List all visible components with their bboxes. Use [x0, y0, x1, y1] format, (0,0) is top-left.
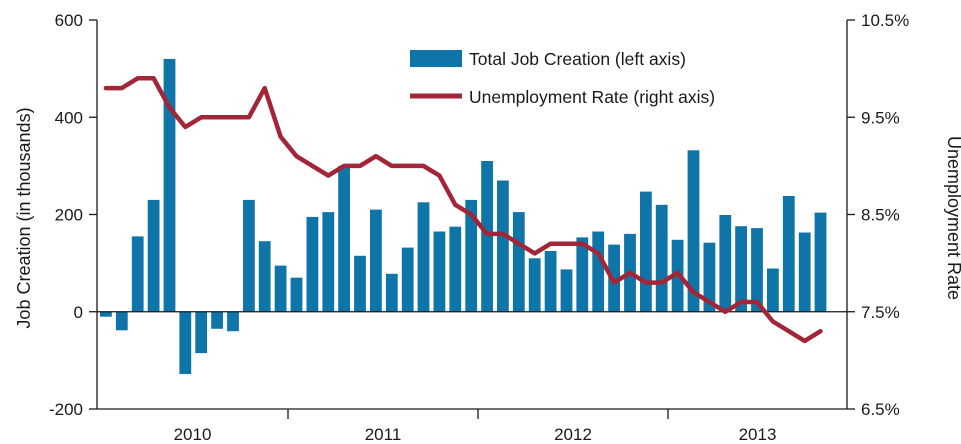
legend: Total Job Creation (left axis) Unemploym… — [410, 49, 715, 107]
right-tick-label: 6.5% — [861, 400, 900, 419]
year-label: 2010 — [174, 425, 212, 444]
job-creation-bar — [115, 311, 128, 331]
left-tick-label: 600 — [55, 11, 83, 30]
job-creation-bar — [258, 241, 271, 312]
job-creation-bar — [354, 255, 366, 312]
legend-line-label: Unemployment Rate (right axis) — [469, 87, 715, 107]
job-creation-bar — [163, 58, 176, 312]
job-creation-bar — [274, 265, 287, 312]
job-creation-bar — [751, 228, 763, 312]
job-creation-bar — [449, 226, 462, 312]
job-creation-bar — [767, 268, 779, 312]
job-creation-bar — [782, 196, 795, 312]
bars-layer — [100, 58, 827, 374]
job-creation-bar — [385, 273, 398, 312]
left-axis-title: Job Creation (in thousands) — [14, 107, 34, 328]
job-creation-bar — [655, 204, 668, 312]
job-creation-bar — [798, 232, 811, 312]
left-tick-label: 400 — [55, 108, 83, 127]
job-creation-bar — [195, 311, 208, 354]
job-creation-bar — [497, 180, 509, 312]
right-axis-title: Unemployment Rate — [944, 136, 961, 300]
legend-bar-swatch — [410, 50, 462, 67]
left-tick-label: -200 — [49, 400, 83, 419]
line-layer — [103, 76, 823, 344]
year-label: 2011 — [365, 425, 402, 444]
right-tick-label: 9.5% — [861, 108, 900, 127]
job-creation-bar — [814, 212, 827, 312]
legend-bar-label: Total Job Creation (left axis) — [469, 49, 686, 69]
job-creation-bar — [401, 247, 414, 312]
unemployment-rate-line — [103, 76, 823, 344]
job-creation-bar — [687, 150, 700, 312]
right-tick-label: 7.5% — [861, 303, 900, 322]
right-tick-label: 8.5% — [861, 206, 900, 225]
job-creation-bar — [131, 236, 144, 312]
job-creation-bar — [179, 311, 192, 374]
job-creation-bar — [211, 311, 223, 329]
job-creation-bar — [433, 231, 446, 312]
right-tick-label: 10.5% — [861, 11, 909, 30]
job-creation-bar — [290, 277, 303, 312]
job-creation-bar — [322, 212, 335, 312]
ticks-layer: -200 0 200 400 600 6.5% 7.5% 8.5% 9.5% 10.5% 2010 2… — [49, 11, 909, 444]
job-creation-bar — [719, 215, 732, 312]
job-creation-bar — [338, 165, 350, 312]
job-creation-bar — [147, 199, 160, 312]
job-creation-bar — [417, 202, 430, 312]
job-creation-bar — [306, 216, 319, 312]
year-label: 2012 — [554, 425, 592, 444]
job-creation-bar — [465, 199, 478, 312]
job-creation-bar — [592, 231, 605, 312]
job-creation-bar — [703, 242, 716, 312]
left-tick-label: 0 — [74, 303, 83, 322]
job-creation-bar — [512, 212, 525, 312]
left-tick-label: 200 — [55, 206, 83, 225]
job-creation-bar — [560, 269, 573, 312]
job-creation-bar — [100, 311, 112, 317]
job-creation-bar — [640, 191, 652, 312]
job-creation-bar — [576, 237, 589, 312]
year-label: 2013 — [739, 425, 777, 444]
job-creation-bar — [370, 209, 382, 312]
job-creation-bar — [227, 311, 239, 332]
job-creation-bar — [481, 161, 493, 312]
job-creation-bar — [528, 258, 541, 312]
job-creation-bar — [544, 251, 557, 312]
job-creation-bar — [735, 226, 747, 312]
job-creation-bar — [243, 199, 255, 312]
